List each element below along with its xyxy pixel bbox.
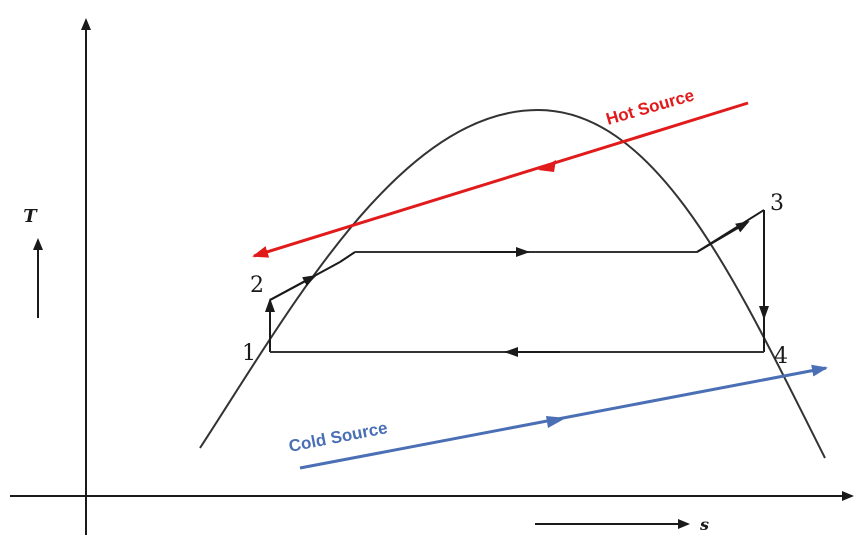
- state-point-4: 4: [774, 344, 788, 369]
- state-point-3: 3: [770, 191, 784, 216]
- cold-source-mid-arrow: [546, 416, 566, 428]
- process-2-heating-arrow: [269, 275, 317, 301]
- cold-source-label: Cold Source: [287, 418, 389, 456]
- hot-source-mid-arrow: [538, 160, 556, 172]
- superheat-arrow: [696, 220, 750, 253]
- saturation-dome: [199, 108, 826, 459]
- process-2-heating-join: [339, 251, 356, 263]
- state-point-2: 2: [250, 273, 264, 298]
- x-axis-label: s: [699, 515, 709, 534]
- y-axis-label: T: [23, 206, 38, 227]
- state-point-1: 1: [242, 341, 256, 366]
- hot-source-line: [252, 101, 749, 258]
